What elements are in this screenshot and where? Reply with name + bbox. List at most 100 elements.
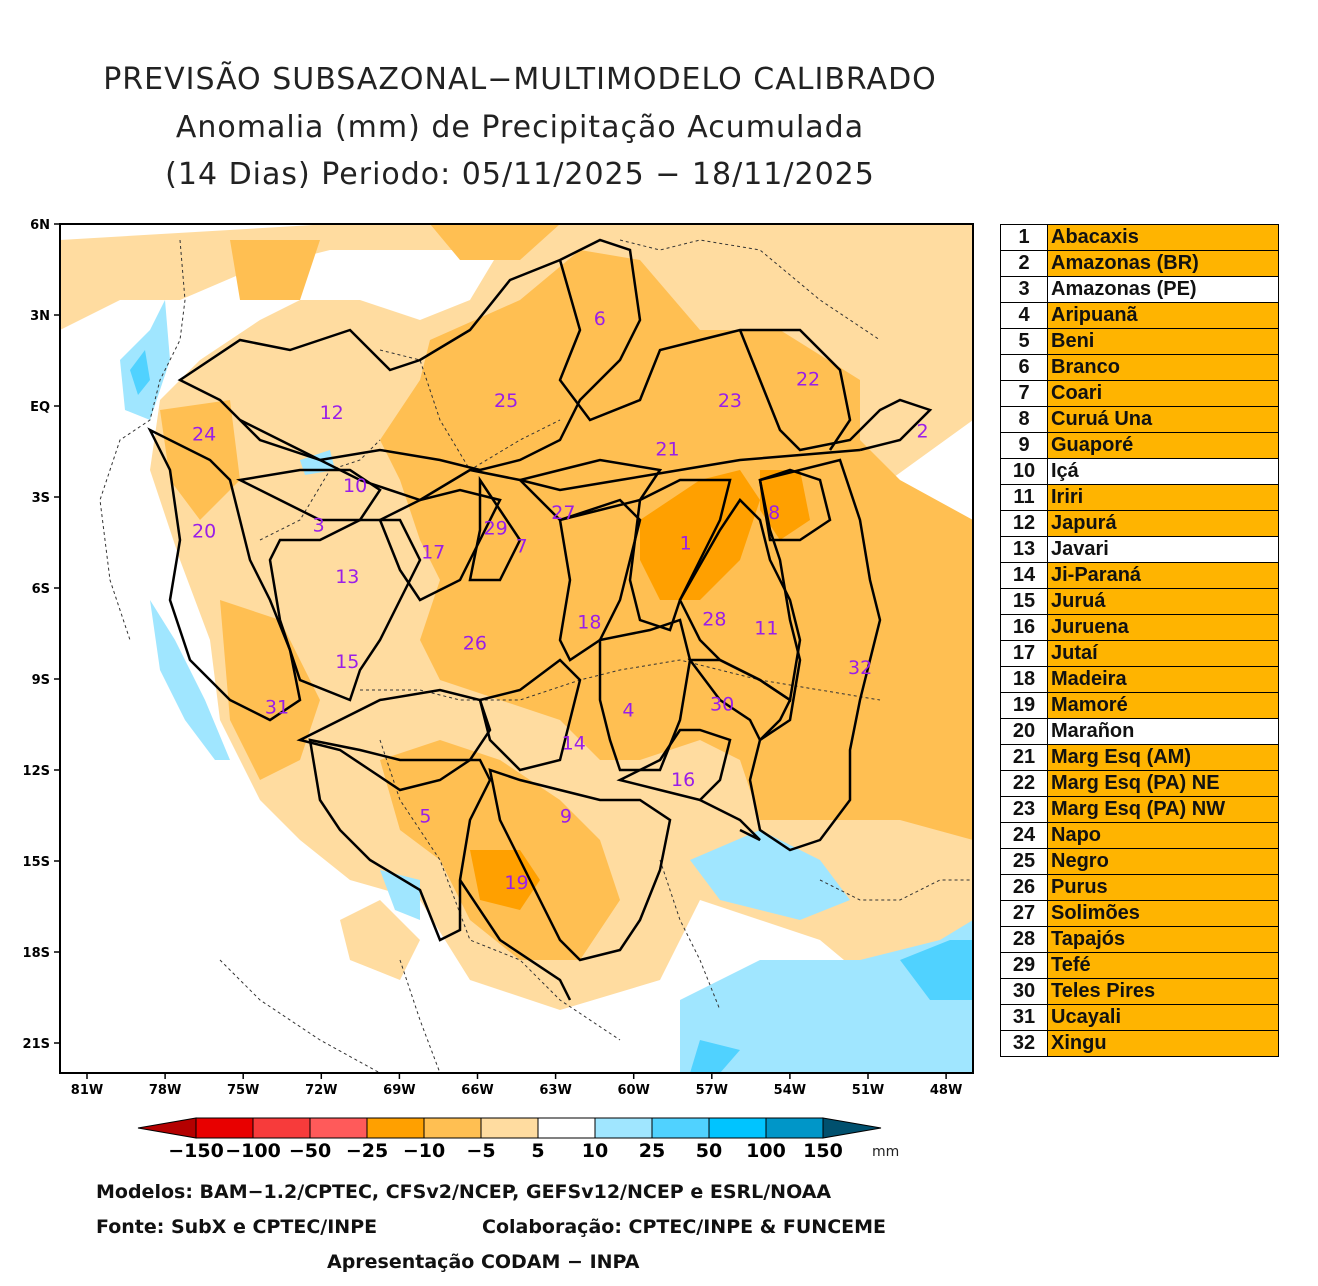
- legend-basin-name: Curuá Una: [1047, 406, 1279, 433]
- legend-basin-name: Javari: [1047, 536, 1279, 563]
- legend-number: 28: [1000, 926, 1048, 953]
- legend-basin-name: Teles Pires: [1047, 978, 1279, 1005]
- region-number-label: 15: [335, 651, 359, 673]
- region-number-label: 2: [917, 420, 929, 442]
- region-number-label: 6: [594, 308, 606, 330]
- colorbar-high-arrow: [822, 1117, 882, 1139]
- colorbar-label: −5: [466, 1140, 495, 1162]
- lat-tick-label: 3S: [32, 491, 50, 506]
- legend-basin-name: Marg Esq (PA) NE: [1047, 770, 1279, 797]
- legend-number: 14: [1000, 562, 1048, 589]
- legend-number: 5: [1000, 328, 1048, 355]
- legend-number: 31: [1000, 1004, 1048, 1031]
- legend-row: 4 Aripuanã: [1000, 302, 1279, 329]
- region-number-label: 26: [463, 633, 487, 655]
- colorbar-low-arrow: [137, 1117, 197, 1139]
- legend-row: 2 Amazonas (BR): [1000, 250, 1279, 277]
- colorbar-label: −150: [168, 1140, 224, 1162]
- legend-row: 28 Tapajós: [1000, 926, 1279, 953]
- legend-number: 21: [1000, 744, 1048, 771]
- legend-number: 18: [1000, 666, 1048, 693]
- lon-tick-label: 81W: [71, 1083, 103, 1098]
- legend-row: 20 Marañon: [1000, 718, 1279, 745]
- legend-row: 8 Curuá Una: [1000, 406, 1279, 433]
- region-number-label: 18: [577, 611, 601, 633]
- colorbar-swatch: [195, 1117, 254, 1139]
- region-number-label: 22: [796, 369, 820, 391]
- legend-row: 15 Juruá: [1000, 588, 1279, 615]
- colorbar-label: 100: [746, 1140, 786, 1162]
- colorbar-swatch: [480, 1117, 539, 1139]
- legend-basin-name: Abacaxis: [1047, 224, 1279, 251]
- legend-number: 6: [1000, 354, 1048, 381]
- region-number-label: 17: [421, 542, 445, 564]
- legend-basin-name: Tapajós: [1047, 926, 1279, 953]
- legend-row: 5 Beni: [1000, 328, 1279, 355]
- region-number-label: 23: [718, 390, 742, 412]
- lat-tick-label: 6N: [30, 218, 50, 233]
- legend-row: 16 Juruena: [1000, 614, 1279, 641]
- lat-tick-label: 18S: [23, 946, 50, 961]
- legend-basin-name: Marg Esq (PA) NW: [1047, 796, 1279, 823]
- colorbar-label: 5: [531, 1140, 544, 1162]
- legend-basin-name: Aripuanã: [1047, 302, 1279, 329]
- legend-basin-name: Guaporé: [1047, 432, 1279, 459]
- legend-row: 25 Negro: [1000, 848, 1279, 875]
- legend-row: 7 Coari: [1000, 380, 1279, 407]
- colorbar-label: −25: [346, 1140, 388, 1162]
- colorbar-label: −100: [225, 1140, 281, 1162]
- colorbar-swatch: [423, 1117, 482, 1139]
- region-number-label: 27: [551, 502, 575, 524]
- colorbar-swatch: [309, 1117, 368, 1139]
- legend-number: 16: [1000, 614, 1048, 641]
- legend-basin-name: Amazonas (PE): [1047, 276, 1279, 303]
- legend-basin-name: Solimões: [1047, 900, 1279, 927]
- region-number-label: 1: [680, 533, 692, 555]
- region-labels: 1234567891011121314151617181920212223242…: [192, 308, 929, 894]
- lat-tick-label: 9S: [32, 673, 50, 688]
- legend-number: 7: [1000, 380, 1048, 407]
- lon-tick-label: 48W: [930, 1083, 962, 1098]
- region-number-label: 3: [313, 514, 325, 536]
- legend-row: 21 Marg Esq (AM): [1000, 744, 1279, 771]
- legend-number: 9: [1000, 432, 1048, 459]
- legend-row: 14 Ji-Paraná: [1000, 562, 1279, 589]
- lon-tick-label: 72W: [305, 1083, 337, 1098]
- legend-basin-name: Branco: [1047, 354, 1279, 381]
- footer-source: Fonte: SubX e CPTEC/INPE: [96, 1216, 378, 1238]
- legend-row: 19 Mamoré: [1000, 692, 1279, 719]
- legend-number: 23: [1000, 796, 1048, 823]
- legend-row: 17 Jutaí: [1000, 640, 1279, 667]
- legend-basin-name: Negro: [1047, 848, 1279, 875]
- legend-basin-name: Ucayali: [1047, 1004, 1279, 1031]
- anomaly-dark-orange: [470, 470, 810, 910]
- colorbar-swatch: [252, 1117, 311, 1139]
- legend-number: 12: [1000, 510, 1048, 537]
- legend-number: 20: [1000, 718, 1048, 745]
- legend-number: 4: [1000, 302, 1048, 329]
- lon-tick-label: 69W: [383, 1083, 415, 1098]
- legend-number: 22: [1000, 770, 1048, 797]
- title-line-3: (14 Dias) Periodo: 05/11/2025 − 18/11/20…: [165, 157, 875, 192]
- region-number-label: 10: [343, 475, 367, 497]
- map-frame: [59, 223, 974, 1074]
- legend-row: 10 Içá: [1000, 458, 1279, 485]
- lon-tick-label: 60W: [617, 1083, 649, 1098]
- legend-number: 2: [1000, 250, 1048, 277]
- legend-row: 29 Tefé: [1000, 952, 1279, 979]
- legend-number: 26: [1000, 874, 1048, 901]
- legend-basin-name: Beni: [1047, 328, 1279, 355]
- legend-row: 22 Marg Esq (PA) NE: [1000, 770, 1279, 797]
- lat-tick-label: 3N: [30, 309, 50, 324]
- region-number-label: 28: [702, 608, 726, 630]
- legend-row: 11 Iriri: [1000, 484, 1279, 511]
- basin-legend-table: 1 Abacaxis 2 Amazonas (BR) 3 Amazonas (PE) 4 Ar…: [1000, 224, 1279, 1057]
- legend-row: 13 Javari: [1000, 536, 1279, 563]
- region-number-label: 29: [484, 517, 508, 539]
- legend-basin-name: Marañon: [1047, 718, 1279, 745]
- lat-axis: 6N 3N EQ 3S 6S 9S 12S 15S 18S 21S: [23, 218, 60, 1052]
- region-number-label: 30: [710, 693, 734, 715]
- legend-basin-name: Iriri: [1047, 484, 1279, 511]
- lon-tick-label: 66W: [461, 1083, 493, 1098]
- region-number-label: 7: [516, 536, 528, 558]
